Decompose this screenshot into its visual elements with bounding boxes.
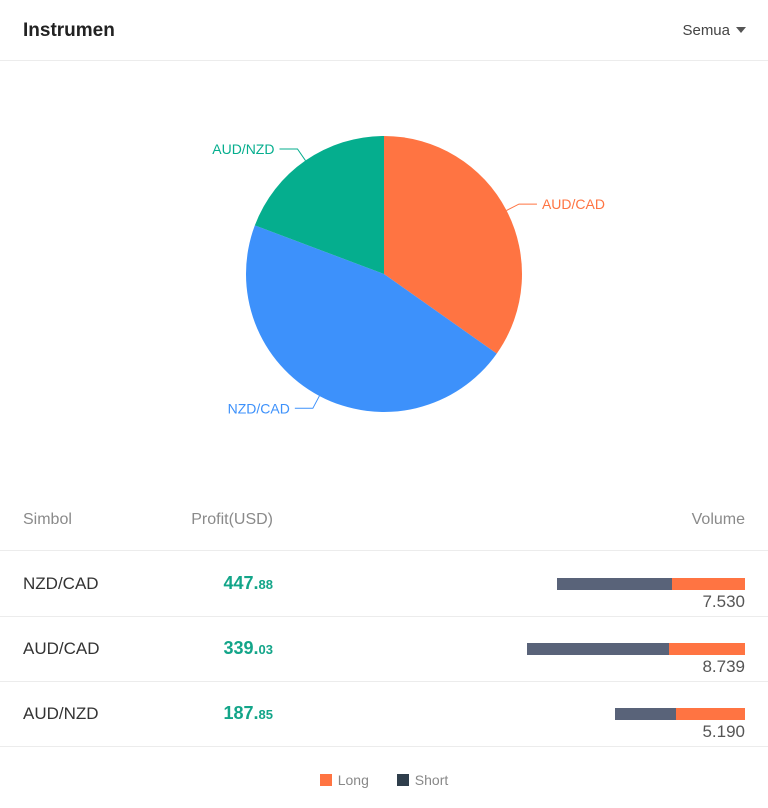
row-profit: 187.85 bbox=[223, 703, 273, 724]
row-symbol: AUD/CAD bbox=[23, 639, 100, 658]
profit-integer: 187. bbox=[223, 703, 259, 723]
pie-slice-aud-nzd[interactable] bbox=[254, 136, 384, 274]
legend-swatch bbox=[396, 774, 409, 786]
table-row[interactable]: AUD/CAD 339.03 8.739 bbox=[0, 617, 768, 682]
page-title: Instrumen bbox=[23, 20, 115, 41]
legend-label: Long bbox=[337, 772, 369, 788]
profit-integer: 447. bbox=[223, 573, 259, 593]
profit-integer: 339. bbox=[223, 638, 259, 658]
table-header: Simbol Profit(USD) Volume bbox=[0, 500, 768, 551]
legend: Long Short bbox=[0, 772, 768, 788]
row-profit: 447.88 bbox=[223, 573, 273, 594]
volume-bar bbox=[615, 708, 745, 720]
header-symbol: Simbol bbox=[23, 511, 72, 528]
header-profit: Profit(USD) bbox=[191, 511, 273, 528]
volume-bar bbox=[557, 578, 745, 590]
pie-label-line bbox=[279, 148, 306, 161]
pie-label-line bbox=[294, 395, 320, 409]
profit-decimal: 88 bbox=[258, 577, 273, 592]
caret-down-icon bbox=[736, 27, 746, 33]
row-volume: 8.739 bbox=[702, 657, 745, 676]
row-symbol: NZD/CAD bbox=[23, 574, 99, 593]
legend-item-long[interactable]: Long bbox=[319, 772, 369, 788]
row-symbol: AUD/NZD bbox=[23, 704, 99, 723]
legend-item-short[interactable]: Short bbox=[396, 772, 449, 788]
pie-slice-nzd-cad[interactable] bbox=[246, 225, 497, 413]
legend-label: Short bbox=[414, 772, 449, 788]
table-row[interactable]: NZD/CAD 447.88 7.530 bbox=[0, 552, 768, 617]
row-volume: 5.190 bbox=[702, 722, 745, 741]
legend-swatch bbox=[319, 774, 332, 786]
short-bar bbox=[527, 643, 669, 655]
filter-dropdown[interactable]: Semua bbox=[682, 22, 746, 39]
long-bar bbox=[668, 643, 745, 655]
pie-label-line bbox=[506, 203, 537, 211]
pie-label: AUD/CAD bbox=[542, 196, 605, 212]
filter-label: Semua bbox=[682, 22, 730, 39]
long-bar bbox=[671, 578, 745, 590]
row-volume: 7.530 bbox=[702, 592, 745, 611]
row-profit: 339.03 bbox=[223, 638, 273, 659]
table-row[interactable]: AUD/NZD 187.85 5.190 bbox=[0, 682, 768, 747]
instrument-pie-chart: AUD/CAD NZD/CAD AUD/NZD bbox=[212, 136, 605, 416]
header-volume: Volume bbox=[691, 511, 745, 528]
profit-decimal: 03 bbox=[258, 642, 273, 657]
profit-decimal: 85 bbox=[258, 707, 273, 722]
short-bar bbox=[557, 578, 672, 590]
pie-slice-aud-cad[interactable] bbox=[384, 136, 522, 354]
panel-header: Instrumen Semua bbox=[0, 0, 768, 61]
pie-label: NZD/CAD bbox=[228, 400, 290, 416]
pie-label: AUD/NZD bbox=[212, 141, 274, 157]
volume-bar bbox=[527, 643, 745, 655]
long-bar bbox=[676, 708, 745, 720]
short-bar bbox=[615, 708, 677, 720]
